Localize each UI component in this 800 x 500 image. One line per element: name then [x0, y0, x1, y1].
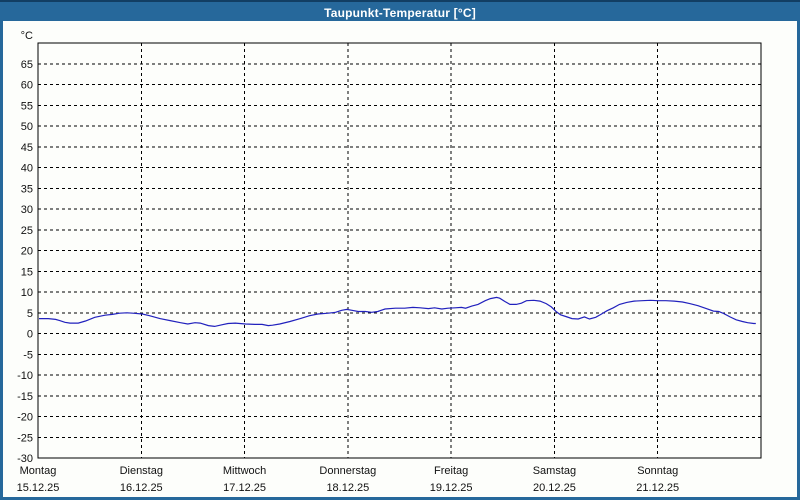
x-tick-weekday-label: Samstag: [533, 465, 576, 477]
x-tick-date-label: 18.12.25: [326, 482, 369, 494]
y-tick-label: 65: [21, 59, 33, 71]
y-tick-label: 5: [27, 308, 33, 320]
y-axis-unit-label: °C: [21, 30, 33, 42]
y-tick-label: 55: [21, 100, 33, 112]
y-tick-label: 35: [21, 183, 33, 195]
x-tick-weekday-label: Montag: [20, 465, 57, 477]
y-tick-label: -10: [17, 370, 33, 382]
y-tick-label: 10: [21, 287, 33, 299]
y-tick-label: -25: [17, 432, 33, 444]
y-tick-label: 45: [21, 142, 33, 154]
y-tick-label: 30: [21, 204, 33, 216]
title-bar: Taupunkt-Temperatur [°C]: [0, 0, 800, 23]
y-tick-label: -15: [17, 391, 33, 403]
x-tick-date-label: 20.12.25: [533, 482, 576, 494]
plot-frame: [37, 42, 762, 459]
x-tick-weekday-label: Freitag: [434, 465, 468, 477]
x-tick-weekday-label: Mittwoch: [223, 465, 266, 477]
window-title: Taupunkt-Temperatur [°C]: [324, 5, 476, 20]
x-tick-date-label: 17.12.25: [223, 482, 266, 494]
y-tick-label: 40: [21, 163, 33, 175]
y-tick-label: -20: [17, 412, 33, 424]
y-tick-label: 15: [21, 266, 33, 278]
x-tick-weekday-label: Dienstag: [120, 465, 163, 477]
x-tick-weekday-label: Sonntag: [637, 465, 678, 477]
x-tick-date-label: 16.12.25: [120, 482, 163, 494]
x-tick-weekday-label: Donnerstag: [319, 465, 376, 477]
y-tick-label: 50: [21, 121, 33, 133]
data-series-line: [39, 296, 756, 328]
chart-panel: -30 -25 -20 -15 -10 -5 0 5 10 15 20 25 30 35 40 45 50 55 6…: [3, 21, 797, 497]
x-tick-date-label: 21.12.25: [636, 482, 679, 494]
x-tick-date-label: 19.12.25: [430, 482, 473, 494]
y-tick-label: 25: [21, 225, 33, 237]
y-tick-label: 0: [27, 329, 33, 341]
y-tick-label: -5: [23, 349, 33, 361]
y-tick-label: 20: [21, 246, 33, 258]
chart-canvas: -30 -25 -20 -15 -10 -5 0 5 10 15 20 25 30 35 40 45 50 55 6…: [17, 30, 762, 494]
y-tick-label: 60: [21, 80, 33, 92]
y-tick-label: -30: [17, 453, 33, 465]
x-tick-date-label: 15.12.25: [17, 482, 60, 494]
